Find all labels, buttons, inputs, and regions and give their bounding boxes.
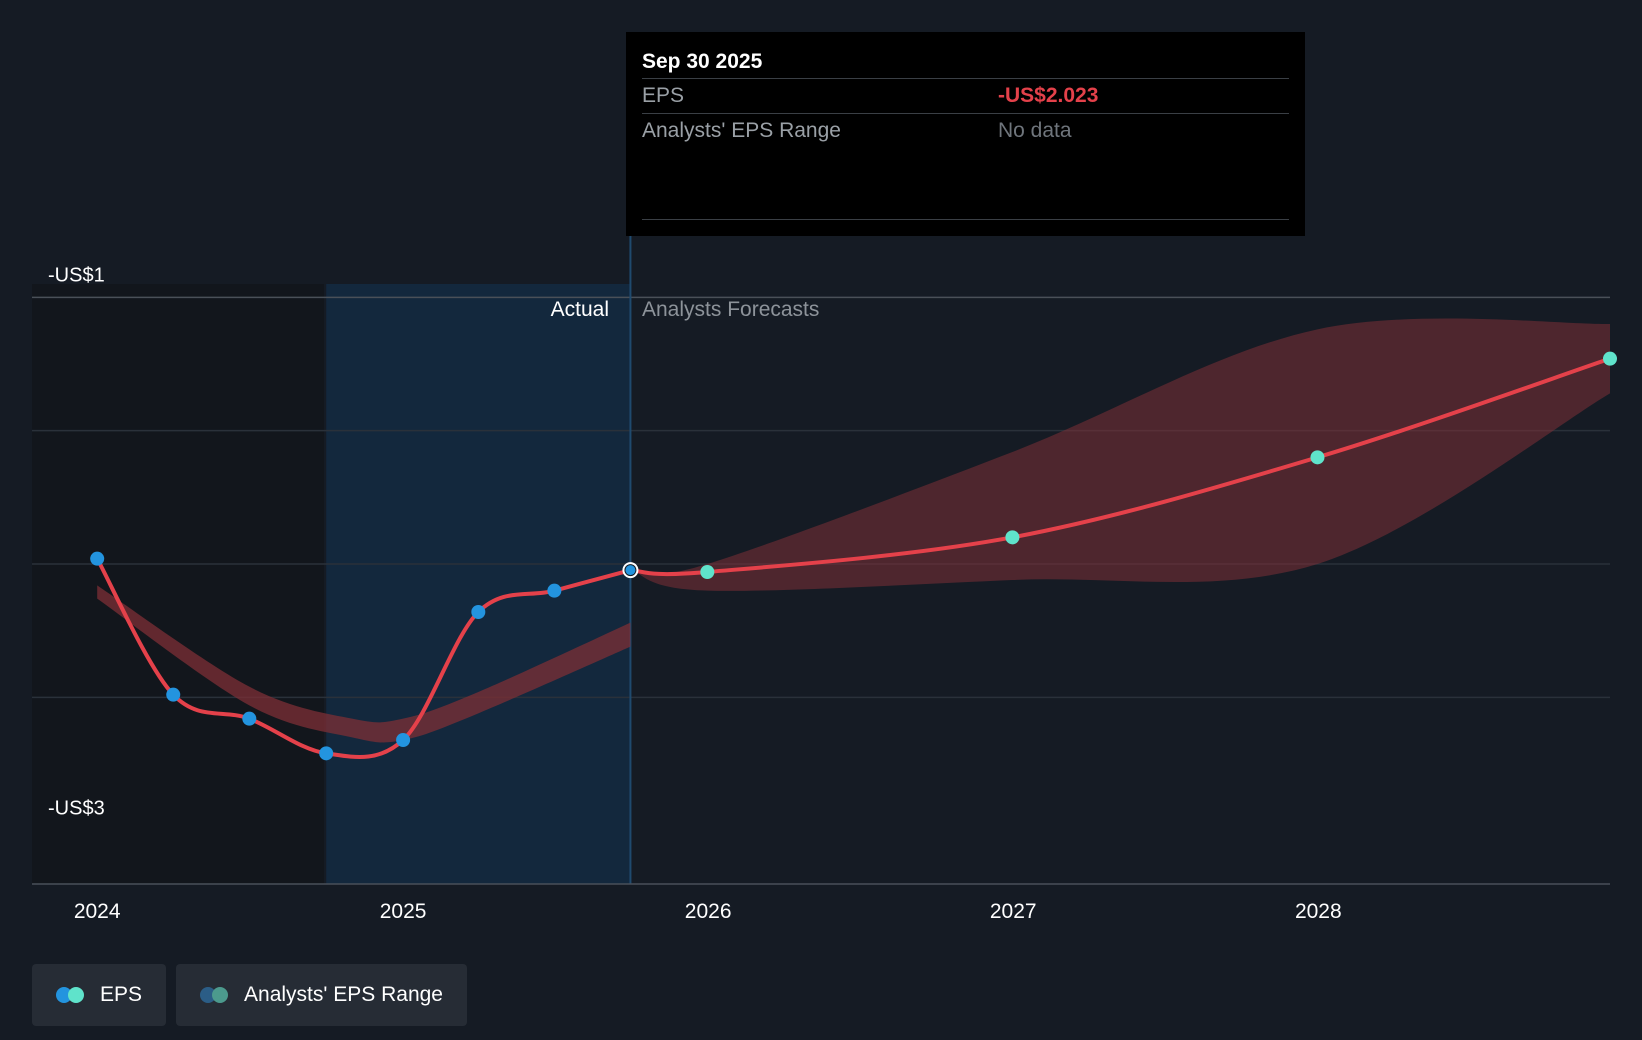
y-tick-label: -US$1: [48, 264, 105, 286]
tooltip-row-range: Analysts' EPS Range No data: [642, 113, 1289, 148]
eps-actual-point[interactable]: [471, 605, 486, 619]
tooltip-eps-value: -US$2.023: [998, 84, 1099, 107]
eps-actual-point[interactable]: [90, 551, 105, 566]
actual-label: Actual: [551, 298, 609, 321]
range-legend-icon: [200, 987, 230, 1003]
x-axis-labels: 2024 2025 2026 2027 2028: [74, 900, 1342, 923]
tooltip: Sep 30 2025 EPS -US$2.023 Analysts' EPS …: [626, 32, 1305, 236]
eps-actual-point[interactable]: [242, 711, 257, 726]
y-tick-label: -US$3: [48, 798, 105, 820]
eps-forecast-point[interactable]: [1310, 450, 1325, 465]
tooltip-eps-label: EPS: [642, 84, 685, 107]
forecast-range-band: [630, 318, 1610, 591]
legend-eps-label: EPS: [100, 983, 143, 1006]
tooltip-date: Sep 30 2025: [642, 50, 763, 73]
x-tick-label: 2025: [380, 900, 427, 923]
y-axis-labels: -US$1 -US$3: [48, 264, 105, 819]
eps-forecast-point[interactable]: [1603, 351, 1617, 366]
legend-item-range[interactable]: Analysts' EPS Range: [176, 964, 467, 1026]
legend: EPS Analysts' EPS Range: [32, 964, 467, 1026]
eps-actual-point[interactable]: [319, 746, 334, 761]
eps-point-highlighted-core: [625, 565, 636, 576]
legend-item-eps[interactable]: EPS: [32, 964, 167, 1026]
legend-range-label: Analysts' EPS Range: [244, 983, 443, 1006]
pre-actual-shade: [32, 284, 324, 884]
forecast-label: Analysts Forecasts: [642, 298, 819, 321]
eps-forecast-point[interactable]: [700, 565, 715, 579]
eps-points: [90, 351, 1617, 761]
tooltip-range-value: No data: [998, 119, 1072, 142]
eps-actual-point[interactable]: [166, 687, 181, 702]
tooltip-range-label: Analysts' EPS Range: [642, 119, 841, 142]
x-tick-label: 2028: [1295, 900, 1342, 923]
x-tick-label: 2026: [685, 900, 732, 923]
tooltip-row-eps: EPS -US$2.023: [642, 78, 1289, 113]
tooltip-divider: [642, 219, 1289, 220]
eps-actual-point[interactable]: [547, 583, 562, 598]
x-tick-label: 2027: [990, 900, 1037, 923]
x-tick-label: 2024: [74, 900, 121, 923]
actual-range-band: [97, 585, 631, 743]
eps-legend-icon: [56, 987, 86, 1003]
eps-forecast-point[interactable]: [1005, 530, 1020, 545]
eps-actual-point[interactable]: [396, 733, 411, 747]
